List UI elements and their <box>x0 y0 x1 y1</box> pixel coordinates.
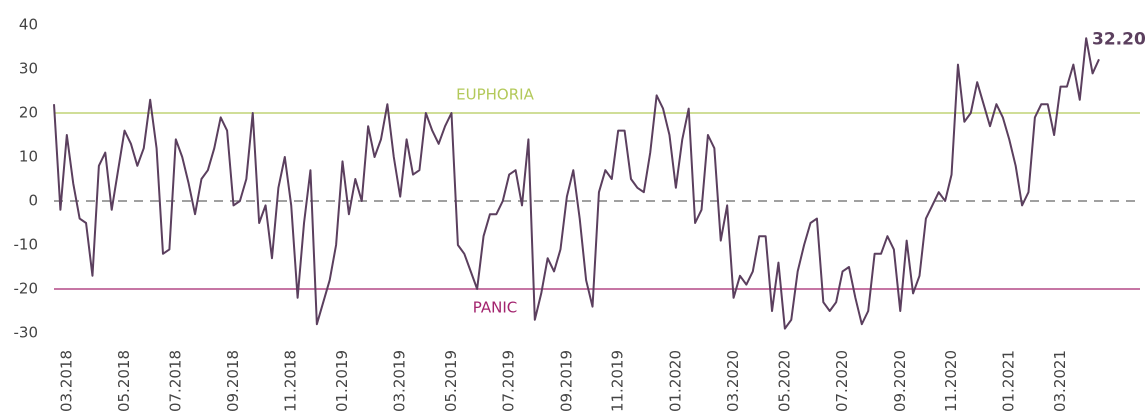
x-tick-label: 07.2019 <box>500 350 518 412</box>
y-tick-label: 10 <box>19 148 38 166</box>
y-tick-label: -10 <box>14 236 39 254</box>
series-line <box>53 37 1100 330</box>
x-tick-label: 03.2020 <box>724 350 742 412</box>
x-tick-label: 07.2018 <box>166 350 184 412</box>
x-tick-label: 05.2019 <box>442 350 460 412</box>
y-tick-label: 20 <box>19 104 38 122</box>
x-tick-label: 11.2019 <box>609 350 627 412</box>
x-tick-label: 01.2020 <box>666 350 684 412</box>
x-tick-label: 03.2018 <box>57 350 75 412</box>
reference-label: PANIC <box>473 299 517 317</box>
y-tick-label: -30 <box>14 324 39 342</box>
x-tick-label: 09.2019 <box>557 350 575 412</box>
x-tick-label: 05.2020 <box>775 350 793 412</box>
reference-label: EUPHORIA <box>456 86 534 104</box>
y-tick-label: -20 <box>14 280 39 298</box>
x-tick-label: 11.2020 <box>942 350 960 412</box>
y-tick-label: 40 <box>19 16 38 34</box>
value-label: 32.20 <box>1092 29 1146 49</box>
x-tick-label: 07.2020 <box>833 350 851 412</box>
x-tick-label: 01.2019 <box>333 350 351 412</box>
x-tick-label: 03.2019 <box>391 350 409 412</box>
x-tick-label: 09.2018 <box>224 350 242 412</box>
x-tick-label: 09.2020 <box>891 350 909 412</box>
y-tick-label: 0 <box>28 192 38 210</box>
x-tick-label: 03.2021 <box>1051 350 1069 412</box>
x-tick-label: 11.2018 <box>282 350 300 412</box>
x-tick-label: 01.2021 <box>1000 350 1018 412</box>
y-tick-label: 30 <box>19 60 38 78</box>
x-tick-label: 05.2018 <box>115 350 133 412</box>
